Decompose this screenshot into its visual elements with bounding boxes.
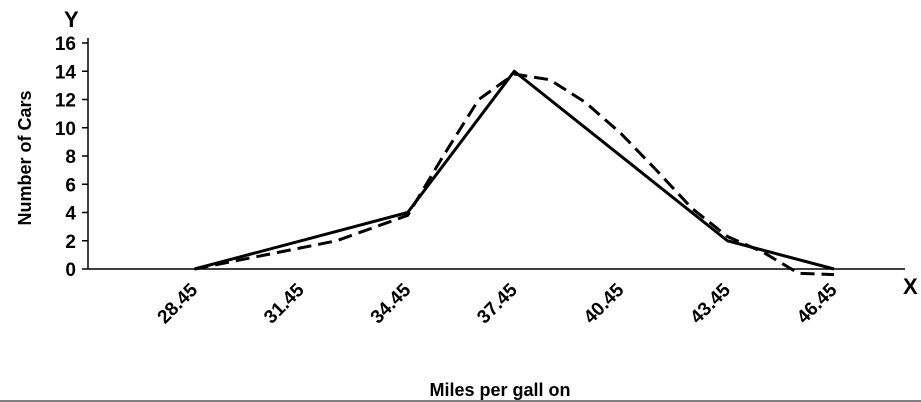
dashed-series-line xyxy=(194,72,835,277)
series-layer xyxy=(194,69,835,277)
y-tick-label: 14 xyxy=(55,62,77,83)
y-tick-label: 6 xyxy=(65,175,76,196)
x-axis-label: Miles per gall on xyxy=(429,380,570,400)
y-tick-label: 4 xyxy=(65,204,76,225)
y-axis-letter: Y xyxy=(64,7,79,32)
y-tick-label: 0 xyxy=(65,260,76,281)
x-tick-label: 28.45 xyxy=(154,279,203,328)
x-tick-label: 34.45 xyxy=(367,279,416,328)
y-tick-label: 2 xyxy=(65,232,76,253)
x-tick-label: 43.45 xyxy=(686,279,735,328)
y-tick-label: 16 xyxy=(55,34,76,55)
y-tick-label: 12 xyxy=(55,91,76,112)
x-axis-ticks: 28.45 31.45 34.45 37.45 40.45 43.45 46.45 xyxy=(154,279,842,328)
x-tick-label: 31.45 xyxy=(260,279,309,328)
solid-series-line xyxy=(194,69,835,271)
x-tick-label: 37.45 xyxy=(473,279,522,328)
y-axis-label: Number of Cars xyxy=(15,90,35,225)
y-axis-ticks: 0 2 4 6 8 10 12 14 16 xyxy=(55,34,88,281)
x-tick-label: 40.45 xyxy=(580,279,629,328)
y-tick-label: 8 xyxy=(65,147,76,168)
x-axis-letter: X xyxy=(903,274,918,299)
x-tick-label: 46.45 xyxy=(793,279,842,328)
y-tick-label: 10 xyxy=(55,119,76,140)
